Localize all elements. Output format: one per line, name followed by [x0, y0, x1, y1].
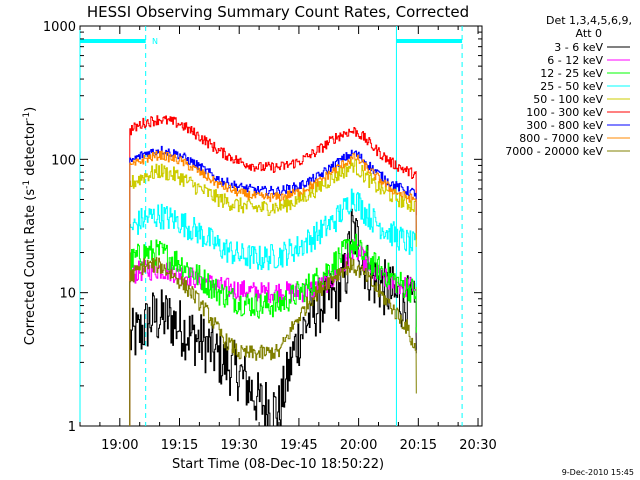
plot-area: N — [79, 25, 483, 427]
series-line-5 — [129, 115, 417, 426]
legend-label-2: 12 - 25 keV — [540, 67, 603, 80]
x-tick-label-0: 19:00 — [101, 438, 138, 453]
series-line-4 — [129, 158, 417, 426]
legend-label-0: 3 - 6 keV — [554, 41, 603, 54]
y-tick-label-0: 1 — [68, 420, 76, 435]
y-axis-title: Corrected Count Rate (s-1 detector-1) — [22, 107, 38, 345]
legend-label-5: 100 - 300 keV — [526, 106, 603, 119]
x-axis-title: Start Time (08-Dec-10 18:50:22) — [172, 457, 384, 472]
legend-label-1: 6 - 12 keV — [547, 54, 603, 67]
series-line-6 — [129, 145, 417, 426]
series-layer — [129, 115, 417, 427]
x-tick-label-6: 20:30 — [459, 438, 496, 453]
x-tick-label-3: 19:45 — [280, 438, 317, 453]
y-tick-label-2: 100 — [51, 153, 76, 168]
series-line-7 — [129, 150, 417, 426]
x-tick-labels: 19:00 19:15 19:30 19:45 20:00 20:15 20:30 — [101, 438, 497, 453]
y-tick-label-3: 1000 — [43, 20, 76, 35]
x-tick-label-4: 20:00 — [340, 438, 377, 453]
orbit-markers — [79, 26, 463, 426]
legend-label-6: 300 - 800 keV — [526, 119, 603, 132]
y-tick-labels: 1 10 100 1000 — [43, 20, 76, 435]
series-line-0 — [129, 208, 417, 427]
chart-title: HESSI Observing Summary Count Rates, Cor… — [87, 3, 469, 21]
x-tick-label-5: 20:15 — [400, 438, 437, 453]
legend-label-8: 7000 - 20000 keV — [505, 145, 603, 158]
legend-label-3: 25 - 50 keV — [540, 80, 603, 93]
footer-timestamp: 9-Dec-2010 15:45 — [562, 468, 634, 477]
legend-label-7: 800 - 7000 keV — [519, 132, 603, 145]
series-line-3 — [129, 188, 417, 426]
x-tick-label-2: 19:30 — [220, 438, 257, 453]
legend-header-line2: Att 0 — [576, 27, 602, 40]
y-tick-label-1: 10 — [59, 287, 76, 302]
legend-label-4: 50 - 100 keV — [533, 93, 603, 106]
series-line-2 — [129, 233, 417, 426]
legend-header-line1: Det 1,3,4,5,6,9, — [546, 14, 632, 27]
x-tick-label-1: 19:15 — [161, 438, 198, 453]
axis-ticks — [79, 25, 482, 427]
series-line-8 — [129, 257, 417, 426]
annotation-n: N — [152, 37, 158, 46]
